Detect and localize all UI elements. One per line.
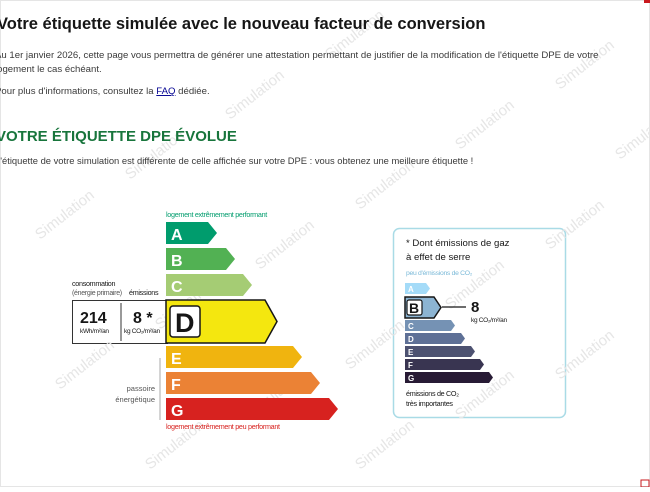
more-info-text: dédiée. bbox=[178, 86, 209, 97]
ges-value: 8 bbox=[471, 299, 479, 316]
intro-line: Au 1er janvier 2026, cette page vous per… bbox=[0, 50, 598, 61]
faq-link[interactable]: FAQ bbox=[156, 86, 175, 97]
dpe-bar bbox=[166, 248, 235, 270]
more-info: Pour plus d'informations, consultez la F… bbox=[0, 86, 210, 97]
ges-bottom-label: très importantes bbox=[406, 399, 453, 408]
dpe-letter: A bbox=[171, 227, 183, 244]
emissions-label: émissions bbox=[129, 288, 159, 297]
dpe-bar bbox=[166, 346, 302, 368]
ges-bar bbox=[405, 283, 430, 294]
dpe-bar bbox=[166, 274, 252, 296]
dpe-letter: F bbox=[171, 377, 181, 394]
emissions-value: 8 * bbox=[133, 310, 153, 327]
emissions-unit: kg CO₂/m²/an bbox=[124, 328, 160, 335]
ges-letter: F bbox=[408, 361, 413, 370]
dpe-letter: D bbox=[175, 308, 195, 338]
consumption-value: 214 bbox=[80, 310, 107, 327]
dpe-letter-box bbox=[169, 305, 201, 338]
ges-letter-box bbox=[406, 299, 423, 316]
dpe-bar bbox=[166, 372, 320, 394]
ges-bar bbox=[405, 320, 455, 331]
ges-bar bbox=[405, 333, 465, 344]
dpe-bottom-label: logement extrêmement peu performant bbox=[166, 422, 280, 431]
ges-top-label: peu d'émissions de CO₂ bbox=[406, 270, 473, 277]
ges-letter: A bbox=[408, 285, 414, 294]
ges-letter: B bbox=[409, 300, 419, 316]
consumption-sublabel: (énergie primaire) bbox=[72, 290, 122, 297]
ges-letter: G bbox=[408, 374, 414, 383]
ges-bar bbox=[405, 372, 493, 383]
ges-unit: kg CO₂/m²/an bbox=[471, 317, 507, 324]
passoire-label: énergétique bbox=[115, 395, 155, 404]
corner-mark bbox=[644, 0, 650, 3]
page-title: Votre étiquette simulée avec le nouveau … bbox=[0, 15, 485, 33]
ges-title: * Dont émissions de gaz bbox=[406, 238, 510, 249]
ges-title: à effet de serre bbox=[406, 252, 470, 263]
ges-bottom-label: émissions de CO₂ bbox=[406, 389, 459, 398]
passoire-label: passoire bbox=[127, 384, 155, 393]
dpe-letter: E bbox=[171, 351, 182, 368]
section-title: VOTRE ÉTIQUETTE DPE ÉVOLUE bbox=[0, 128, 237, 145]
ges-letter: E bbox=[408, 348, 414, 357]
dpe-letter: C bbox=[171, 279, 183, 296]
dpe-bar bbox=[166, 398, 338, 420]
section-text: L'étiquette de votre simulation est diff… bbox=[0, 155, 473, 166]
dpe-top-label: logement extrêmement performant bbox=[166, 210, 267, 219]
dpe-bar bbox=[166, 222, 217, 244]
value-box bbox=[72, 300, 168, 344]
consumption-label: consommation bbox=[72, 279, 115, 288]
ges-bar bbox=[405, 359, 484, 370]
ges-letter: D bbox=[408, 335, 414, 344]
dpe-letter: B bbox=[171, 253, 183, 270]
ges-box bbox=[392, 227, 567, 419]
ges-letter: C bbox=[408, 322, 414, 331]
dpe-letter: G bbox=[171, 403, 183, 420]
more-info-text: Pour plus d'informations, consultez la bbox=[0, 86, 154, 97]
intro-line: logement le cas échéant. bbox=[0, 64, 102, 75]
consumption-unit: kWh/m²/an bbox=[80, 328, 109, 335]
ges-bar bbox=[405, 346, 475, 357]
